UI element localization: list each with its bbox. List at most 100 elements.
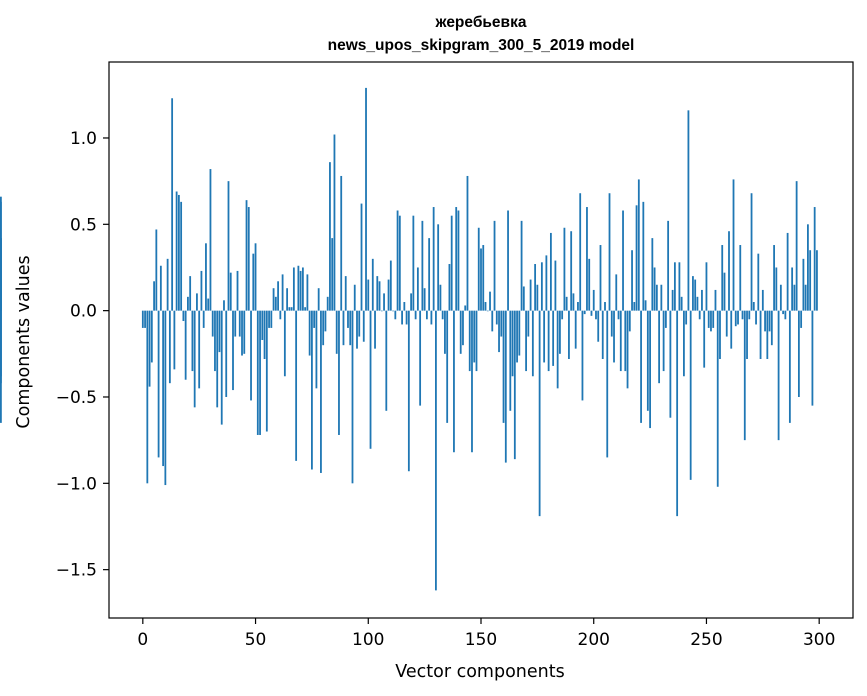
bar <box>786 232 789 311</box>
bar <box>254 243 257 311</box>
bar <box>322 310 325 346</box>
bar <box>232 310 234 391</box>
bar <box>572 293 575 311</box>
bar <box>428 238 431 311</box>
bar <box>141 310 144 328</box>
bar <box>606 310 609 458</box>
x-tick-label: 100 <box>352 630 384 650</box>
bar <box>263 310 266 359</box>
bar <box>376 276 379 311</box>
bar <box>405 310 408 325</box>
bar <box>261 310 264 340</box>
bar <box>768 310 771 332</box>
bar <box>416 267 419 311</box>
bar <box>439 284 442 311</box>
bar <box>383 293 385 311</box>
bar <box>678 262 681 311</box>
bar <box>171 98 174 311</box>
bar <box>356 310 358 349</box>
bar <box>795 181 798 311</box>
bar <box>387 279 390 311</box>
bar <box>450 215 453 311</box>
bar <box>741 310 744 320</box>
bar <box>804 284 807 311</box>
bar <box>791 267 794 311</box>
bar <box>646 310 649 411</box>
bar <box>525 310 527 372</box>
bar <box>559 310 561 354</box>
bar <box>484 302 487 311</box>
bar <box>707 310 710 328</box>
bar <box>286 288 289 311</box>
bar <box>547 310 550 372</box>
bar <box>811 310 814 406</box>
bar <box>153 281 155 311</box>
bar <box>628 310 631 332</box>
bar <box>809 250 812 311</box>
bar <box>477 227 480 311</box>
bar <box>779 284 782 311</box>
bar <box>498 310 500 353</box>
y-axis-ticks: 1.0 0.5 0.0 −0.5 −1.0 −1.5 <box>56 129 109 581</box>
bar <box>531 310 534 377</box>
bar <box>419 310 422 406</box>
bar <box>590 310 593 316</box>
bar <box>743 310 746 441</box>
bar <box>198 310 201 389</box>
bar <box>595 310 597 320</box>
bar <box>696 296 699 311</box>
bar <box>622 210 624 311</box>
bar <box>583 310 586 315</box>
bar <box>214 310 216 372</box>
bar <box>250 310 252 401</box>
bar <box>243 310 246 354</box>
bar <box>615 274 618 311</box>
bar <box>664 310 667 328</box>
bar <box>335 310 338 354</box>
chart-title-line2: news_upos_skipgram_300_5_2019 model <box>328 37 635 54</box>
bar <box>378 281 381 311</box>
bar <box>441 310 444 320</box>
bar <box>732 179 735 311</box>
bar <box>509 310 512 411</box>
bar <box>281 274 284 311</box>
bar <box>148 310 151 387</box>
x-axis-label: Vector components <box>395 662 564 682</box>
bar <box>396 210 399 311</box>
bar <box>493 220 496 311</box>
bar <box>599 245 602 311</box>
bar <box>351 310 354 484</box>
x-tick-label: 0 <box>137 630 148 650</box>
bar <box>295 310 298 461</box>
bar <box>507 210 509 311</box>
bar <box>455 207 458 311</box>
bar <box>504 310 507 463</box>
bar <box>342 310 345 346</box>
bar <box>407 310 410 472</box>
bar <box>642 201 645 311</box>
bar <box>502 310 505 423</box>
bar <box>714 289 717 311</box>
bar <box>234 310 237 337</box>
bar <box>374 310 376 349</box>
bar <box>245 200 248 311</box>
bar <box>367 279 370 311</box>
bar <box>475 310 478 372</box>
bar <box>761 289 764 311</box>
bar <box>527 310 530 337</box>
bar <box>597 310 600 342</box>
bar <box>444 310 446 354</box>
bar <box>437 224 440 311</box>
bar <box>155 229 158 311</box>
bar <box>270 310 273 328</box>
bar <box>788 310 791 423</box>
bar <box>511 310 514 377</box>
bar <box>716 310 719 487</box>
y-axis-label: Components values <box>14 255 34 428</box>
bar <box>534 264 537 311</box>
bar <box>619 310 622 372</box>
bar <box>236 270 239 311</box>
bar <box>637 179 640 311</box>
bar <box>403 302 406 311</box>
bar <box>200 270 203 311</box>
